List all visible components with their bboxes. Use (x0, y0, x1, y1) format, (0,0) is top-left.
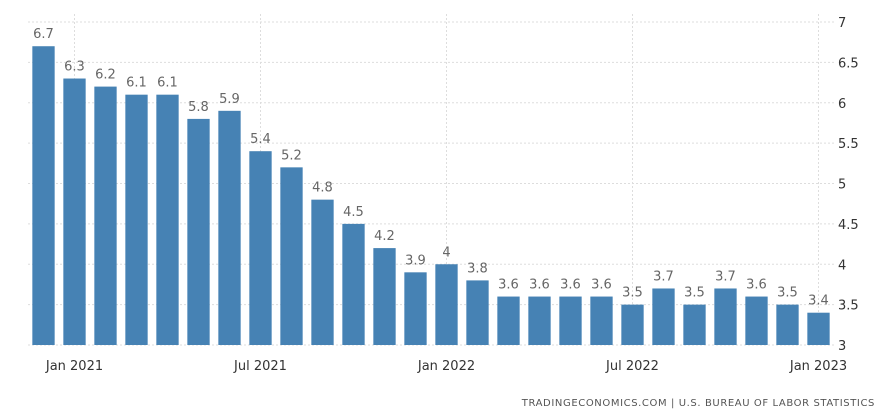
bar-value-label: 4.2 (374, 229, 395, 244)
bar-value-label: 3.5 (622, 286, 643, 301)
bar-value-label: 6.3 (64, 60, 85, 75)
bar-value-label: 4.5 (343, 205, 364, 220)
bar-value-label: 3.5 (777, 286, 798, 301)
bar-value-label: 3.6 (560, 278, 581, 293)
bar (373, 248, 396, 345)
bar-value-label: 3.5 (684, 286, 705, 301)
bar (528, 296, 551, 345)
bar-value-label: 4 (442, 245, 450, 260)
bar (714, 288, 737, 345)
x-axis-ticks: Jan 2021 Jul 2021 Jan 2022 Jul 2022 Jan 2023 (45, 359, 847, 374)
bar (776, 304, 799, 345)
y-tick-label: 3 (838, 339, 846, 354)
grid-lines (28, 14, 834, 346)
y-tick-label: 7 (838, 16, 846, 31)
source-credit: TRADINGECONOMICS.COM | U.S. BUREAU OF LA… (521, 398, 875, 409)
bar-value-label: 3.7 (653, 269, 674, 284)
bar (94, 86, 117, 345)
y-axis-ticks: 3 3.5 4 4.5 5 5.5 6 6.5 7 (838, 16, 859, 354)
bar (590, 296, 613, 345)
y-tick-label: 5 (838, 178, 846, 193)
x-tick-label: Jan 2022 (417, 359, 475, 374)
bar (342, 223, 365, 345)
bar (125, 94, 148, 345)
bar-value-label: 5.8 (188, 100, 209, 115)
bar-value-label: 3.6 (746, 278, 767, 293)
bar-value-label: 6.2 (95, 68, 116, 83)
x-tick-label: Jul 2022 (605, 359, 659, 374)
bar (249, 151, 272, 345)
bar (652, 288, 675, 345)
bar (621, 304, 644, 345)
bar-value-label: 5.2 (281, 148, 302, 163)
y-tick-label: 4.5 (838, 218, 859, 233)
y-tick-label: 6.5 (838, 56, 859, 71)
bar (466, 280, 489, 345)
bar-value-label: 3.8 (467, 261, 488, 276)
bar (63, 78, 86, 346)
data-labels: 6.7 6.3 6.2 6.1 6.1 5.8 5.9 5.4 5.2 4.8 4.5 4.2 3.9 4… (33, 27, 829, 308)
bar (745, 296, 768, 345)
bar (156, 94, 179, 345)
bar-value-label: 3.6 (591, 278, 612, 293)
bar (559, 296, 582, 345)
y-tick-label: 6 (838, 97, 846, 112)
x-tick-label: Jul 2021 (233, 359, 287, 374)
bar-value-label: 3.7 (715, 269, 736, 284)
bar-value-label: 3.9 (405, 253, 426, 268)
y-tick-label: 3.5 (838, 299, 859, 314)
bar (497, 296, 520, 345)
bar-value-label: 3.6 (498, 278, 519, 293)
y-tick-label: 4 (838, 258, 846, 273)
bar (218, 110, 241, 345)
x-tick-label: Jan 2023 (789, 359, 847, 374)
bar (807, 312, 830, 345)
bar-value-label: 5.4 (250, 132, 271, 147)
bar-value-label: 3.6 (529, 278, 550, 293)
x-tick-label: Jan 2021 (45, 359, 103, 374)
bar (32, 46, 55, 345)
bars (32, 46, 830, 346)
bar-value-label: 6.1 (157, 76, 178, 91)
bar-value-label: 3.4 (808, 294, 829, 309)
bar (435, 264, 458, 345)
bar (280, 167, 303, 345)
bar-value-label: 6.1 (126, 76, 147, 91)
bar (187, 118, 210, 346)
bar-value-label: 4.8 (312, 181, 333, 196)
y-tick-label: 5.5 (838, 137, 859, 152)
bar-value-label: 6.7 (33, 27, 54, 42)
bar-value-label: 5.9 (219, 92, 240, 107)
bar (311, 199, 334, 345)
bar (683, 304, 706, 345)
bar (404, 272, 427, 345)
